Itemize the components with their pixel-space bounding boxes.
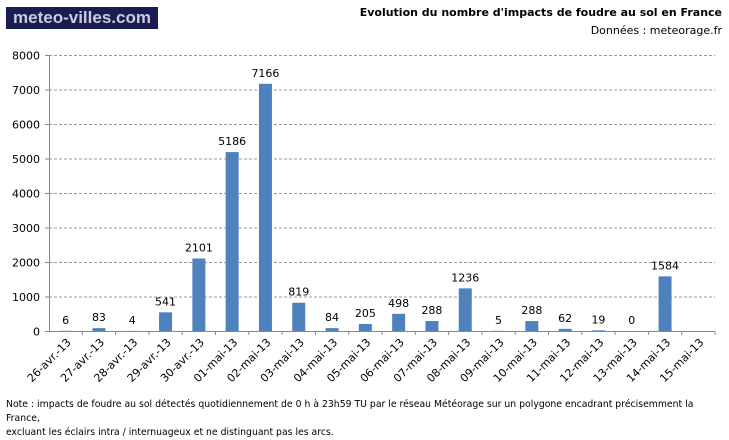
data-label: 5 (495, 314, 502, 327)
data-label: 62 (558, 312, 572, 325)
y-tick-label: 4000 (12, 188, 40, 201)
y-tick-label: 2000 (12, 257, 40, 270)
data-label: 0 (628, 314, 635, 327)
data-label: 4 (129, 314, 136, 327)
bar (592, 330, 605, 331)
data-label: 5186 (218, 135, 246, 148)
data-label: 2101 (185, 242, 213, 255)
y-tick-label: 8000 (12, 50, 40, 63)
data-label: 205 (355, 307, 376, 320)
data-label: 83 (92, 311, 106, 324)
y-tick-label: 7000 (12, 84, 40, 97)
y-tick-label: 0 (33, 326, 40, 339)
bar (259, 84, 272, 331)
bar (192, 259, 205, 331)
data-label: 498 (388, 297, 409, 310)
footnote-line-2: excluant les éclairs intra / internuageu… (6, 426, 726, 440)
data-label: 288 (521, 304, 542, 317)
y-tick-label: 6000 (12, 119, 40, 132)
data-label: 7166 (251, 67, 279, 80)
bar (226, 152, 239, 331)
bar (459, 288, 472, 331)
footnote-line-1: Note : impacts de foudre au sol détectés… (6, 398, 726, 426)
bar (326, 328, 339, 331)
bar (92, 328, 105, 331)
bar (559, 329, 572, 331)
bar (392, 314, 405, 331)
y-tick-label: 5000 (12, 153, 40, 166)
bar (525, 321, 538, 331)
data-label: 819 (288, 286, 309, 299)
data-label: 6 (62, 314, 69, 327)
data-label: 288 (421, 304, 442, 317)
y-tick-label: 3000 (12, 222, 40, 235)
bar (359, 324, 372, 331)
bar (292, 303, 305, 331)
data-label: 541 (155, 295, 176, 308)
bar (659, 276, 672, 331)
y-tick-label: 1000 (12, 291, 40, 304)
data-label: 1236 (451, 271, 479, 284)
bar (425, 321, 438, 331)
data-label: 84 (325, 311, 339, 324)
data-label: 1584 (651, 259, 679, 272)
data-label: 19 (591, 313, 605, 326)
bar (159, 312, 172, 331)
